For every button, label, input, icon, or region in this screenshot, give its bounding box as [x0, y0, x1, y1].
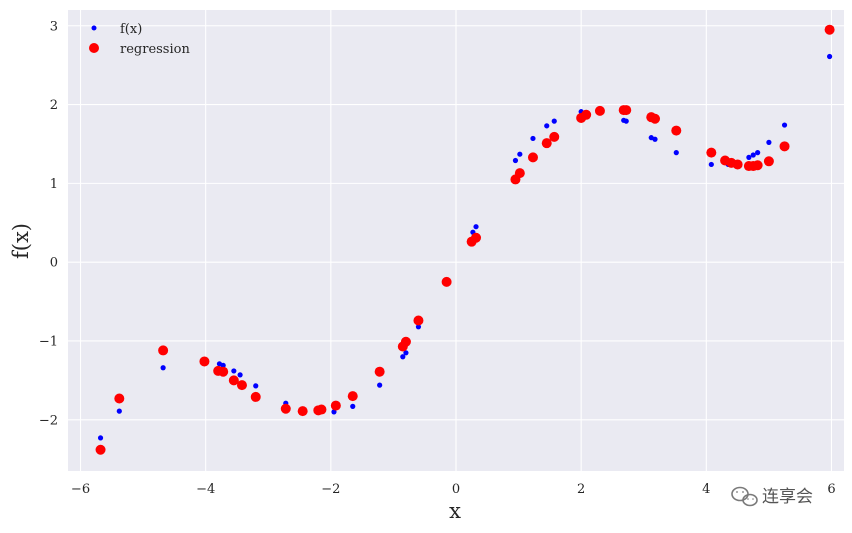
regression-point — [114, 393, 125, 404]
grid-lines — [68, 10, 844, 471]
fx-point — [403, 350, 409, 356]
regression-point — [650, 113, 661, 124]
regression-point — [752, 160, 763, 171]
series-fx-points — [97, 53, 833, 441]
regression-point — [671, 125, 682, 136]
series-regression-points — [95, 24, 835, 455]
fx-point — [237, 372, 243, 378]
y-tick-label: 0 — [50, 256, 58, 271]
regression-point — [400, 336, 411, 347]
regression-point — [280, 403, 291, 414]
legend: f(x) regression — [89, 22, 190, 57]
fx-point — [623, 118, 629, 124]
regression-point — [621, 105, 632, 116]
regression-point — [549, 131, 560, 142]
y-tick-label: 3 — [50, 19, 58, 34]
y-axis-title: f(x) — [9, 223, 33, 259]
regression-point — [297, 406, 308, 417]
regression-point — [199, 356, 210, 367]
regression-point — [330, 400, 341, 411]
regression-point — [581, 109, 592, 120]
fx-point — [331, 409, 337, 415]
fx-point — [746, 154, 752, 160]
x-axis-title: x — [449, 499, 461, 523]
wechat-icon — [731, 486, 758, 507]
fx-point — [512, 157, 519, 164]
fx-point — [473, 224, 479, 230]
x-tick-labels: −6 −4 −2 0 2 4 6 — [71, 482, 836, 497]
fx-point — [544, 123, 550, 129]
regression-point — [347, 391, 358, 402]
fx-point — [160, 365, 166, 371]
watermark: 连享会 — [731, 486, 813, 507]
legend-fx-label: f(x) — [120, 22, 142, 37]
x-tick-label: 0 — [452, 482, 460, 497]
y-tick-label: −1 — [39, 334, 58, 349]
fx-point — [530, 135, 536, 142]
fx-point — [97, 435, 104, 441]
y-tick-labels: −2 −1 0 1 2 3 — [39, 19, 58, 428]
fx-point — [415, 324, 422, 330]
fx-point — [220, 362, 226, 369]
fx-point — [377, 382, 383, 388]
regression-point — [514, 168, 525, 179]
fx-point — [708, 161, 714, 168]
x-tick-label: 4 — [702, 482, 710, 497]
regression-point — [706, 147, 717, 158]
fx-point — [253, 383, 259, 389]
regression-point — [228, 375, 239, 386]
fx-point — [231, 368, 237, 374]
legend-regression-marker — [89, 43, 99, 53]
regression-point — [541, 138, 552, 149]
regression-point — [732, 159, 743, 170]
y-tick-label: 1 — [50, 177, 58, 192]
watermark-text: 连享会 — [762, 487, 813, 507]
regression-point — [374, 366, 385, 377]
x-tick-label: 6 — [827, 482, 835, 497]
regression-point — [316, 404, 327, 415]
regression-point — [236, 380, 247, 391]
regression-point — [779, 141, 790, 152]
regression-point — [441, 276, 452, 287]
regression-point — [95, 444, 106, 455]
y-tick-label: 2 — [50, 98, 58, 113]
fx-point — [673, 150, 679, 156]
regression-point — [824, 24, 835, 35]
regression-point — [158, 345, 169, 356]
legend-regression-label: regression — [120, 42, 190, 57]
regression-point — [527, 152, 538, 163]
fx-point — [750, 152, 756, 158]
legend-fx-marker — [91, 25, 97, 31]
fx-point — [350, 403, 356, 409]
fx-point — [551, 118, 557, 124]
fx-point — [755, 150, 761, 156]
fx-point — [116, 408, 122, 414]
regression-point — [218, 366, 229, 377]
regression-point — [763, 156, 774, 167]
x-tick-label: 2 — [577, 482, 585, 497]
x-tick-label: −4 — [196, 482, 215, 497]
fx-point — [400, 354, 406, 360]
x-tick-label: −6 — [71, 482, 90, 497]
fx-point — [781, 122, 788, 128]
regression-point — [471, 232, 482, 243]
x-tick-label: −2 — [321, 482, 340, 497]
regression-point — [594, 105, 605, 116]
fx-point — [827, 53, 833, 60]
fx-point — [766, 139, 772, 145]
regression-point — [413, 315, 424, 326]
fx-point — [517, 151, 523, 157]
y-tick-label: −2 — [39, 413, 58, 428]
regression-point — [250, 391, 261, 402]
fx-point — [652, 136, 658, 142]
